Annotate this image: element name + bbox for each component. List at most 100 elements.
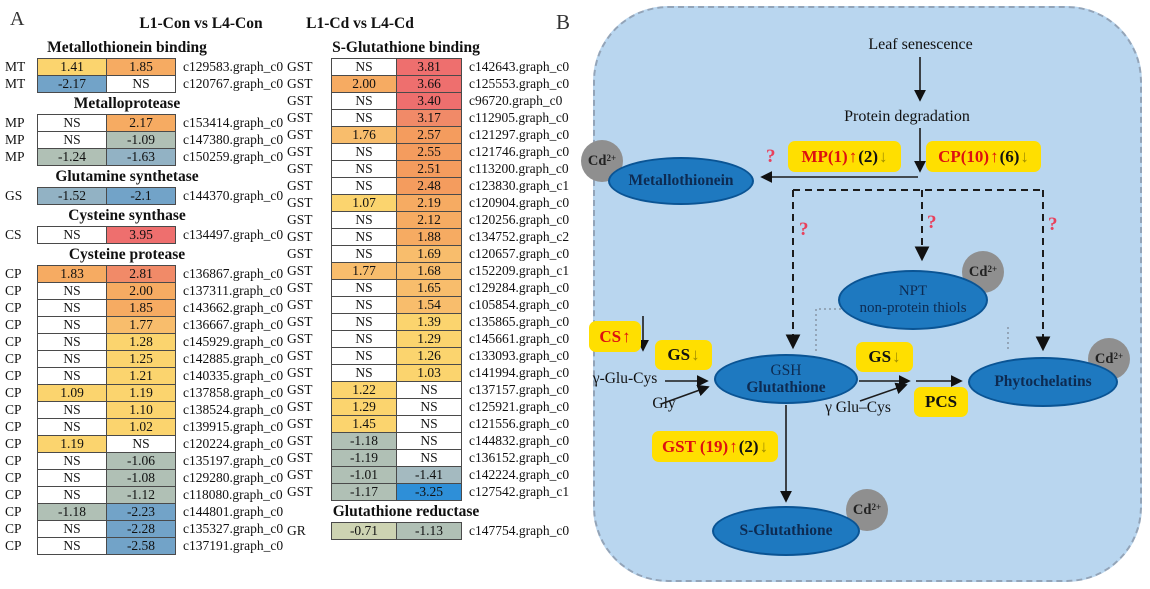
table-row: CP NS 1.85 c143662.graph_c0 (3, 299, 287, 317)
heat-cell-con: NS (331, 143, 397, 161)
table-row: CP NS 2.00 c137311.graph_c0 (3, 282, 287, 300)
heat-cell-con: NS (331, 347, 397, 365)
table-row: GST NS 1.03 c141994.graph_c0 (285, 364, 589, 382)
node-s-glutathione: S-Glutathione (712, 506, 860, 556)
heat-cell-con: NS (37, 131, 107, 149)
heat-cell-con: NS (37, 316, 107, 334)
heat-cell-con: NS (37, 226, 107, 244)
gene-id: c121297.graph_c0 (469, 127, 570, 142)
heat-cell-con: NS (331, 279, 397, 297)
heat-cell-con: -1.52 (37, 187, 107, 205)
table-row: GST NS 3.81 c142643.graph_c0 (285, 58, 589, 76)
comparison-header-con: L1-Con vs L4-Con (139, 15, 263, 32)
gene-family-label: GST (287, 348, 313, 363)
enzyme-box-part: ↓ (879, 146, 888, 166)
gene-id: c138524.graph_c0 (183, 402, 284, 417)
heat-cell-con: -1.17 (331, 483, 397, 501)
table-row: CP NS 1.02 c139915.graph_c0 (3, 418, 287, 436)
heat-cell-cd: -3.25 (396, 483, 462, 501)
gene-id: c139915.graph_c0 (183, 419, 284, 434)
heat-cell-cd: NS (396, 449, 462, 467)
heat-cell-cd: 1.85 (106, 299, 176, 317)
gene-id: c113200.graph_c0 (469, 161, 569, 176)
table-row: CP NS 1.77 c136667.graph_c0 (3, 316, 287, 334)
heat-cell-con: 1.77 (331, 262, 397, 280)
enzyme-box-part: GS (868, 347, 892, 366)
gene-id: c142643.graph_c0 (469, 59, 570, 74)
heat-cell-cd: 2.19 (396, 194, 462, 212)
gene-id: c118080.graph_c0 (183, 487, 283, 502)
table-row: CP -1.18 -2.23 c144801.graph_c0 (3, 503, 287, 521)
heatmap-left-column: Metallothionein binding MT 1.41 1.85 c129583… (3, 37, 287, 555)
table-row: GST 1.07 2.19 c120904.graph_c0 (285, 194, 589, 212)
heat-cell-con: NS (37, 299, 107, 317)
heat-cell-con: NS (331, 313, 397, 331)
heat-cell-con: -1.19 (331, 449, 397, 467)
heat-cell-cd: -1.41 (396, 466, 462, 484)
gene-family-label: CP (5, 453, 22, 468)
heat-cell-cd: 1.26 (396, 347, 462, 365)
gene-family-label: CP (5, 436, 22, 451)
gene-id: c129583.graph_c0 (183, 59, 284, 74)
gene-family-label: GST (287, 484, 313, 499)
heat-cell-con: NS (37, 520, 107, 538)
heat-cell-cd: -2.28 (106, 520, 176, 538)
heatmap-section: Metalloprotease MP NS 2.17 c153414.graph_c0 M… (3, 95, 287, 166)
enzyme-box-part: ↑ (622, 326, 631, 346)
heat-cell-con: NS (37, 367, 107, 385)
heat-cell-con: NS (37, 452, 107, 470)
table-row: MP NS 2.17 c153414.graph_c0 (3, 114, 287, 132)
gene-family-label: GST (287, 297, 313, 312)
enzyme-box-part: ↑ (848, 146, 858, 166)
question-mark: ? (799, 219, 809, 240)
gene-id: c134497.graph_c0 (183, 227, 284, 242)
heat-cell-con: 1.22 (331, 381, 397, 399)
gene-id: c147380.graph_c0 (183, 132, 284, 147)
heat-cell-con: -1.18 (37, 503, 107, 521)
table-row: GST -1.18 NS c144832.graph_c0 (285, 432, 589, 450)
gene-id: c145661.graph_c0 (469, 331, 570, 346)
heat-cell-con: NS (331, 245, 397, 263)
gene-family-label: CP (5, 317, 22, 332)
heat-cell-con: 1.07 (331, 194, 397, 212)
enzyme-box-cs: CS ↑ (589, 321, 641, 352)
gene-id: c133093.graph_c0 (469, 348, 570, 363)
gene-family-label: CS (5, 227, 22, 242)
heat-cell-con: NS (331, 364, 397, 382)
heat-cell-cd: 1.85 (106, 58, 176, 76)
table-row: GST NS 1.26 c133093.graph_c0 (285, 347, 589, 365)
section-title: S-Glutathione binding (332, 39, 480, 56)
panel-a-label: A (10, 8, 25, 30)
heat-cell-con: NS (331, 160, 397, 178)
table-row: CP NS -1.08 c129280.graph_c0 (3, 469, 287, 487)
gene-family-label: CP (5, 334, 22, 349)
table-row: GST NS 3.40 c96720.graph_c0 (285, 92, 589, 110)
heatmap-section: Cysteine synthase CS NS 3.95 c134497.graph_c… (3, 207, 287, 244)
heat-cell-cd: -1.13 (396, 522, 462, 540)
gene-family-label: GS (5, 188, 23, 203)
gene-family-label: CP (5, 351, 22, 366)
table-row: GST NS 2.51 c113200.graph_c0 (285, 160, 589, 178)
table-row: GST -1.19 NS c136152.graph_c0 (285, 449, 589, 467)
heat-cell-con: NS (37, 418, 107, 436)
heatmap-section: Glutathione reductase GR -0.71 -1.13 c147754… (285, 503, 589, 540)
gene-family-label: MP (5, 115, 25, 130)
gene-family-label: GST (287, 467, 313, 482)
gene-id: c152209.graph_c1 (469, 263, 570, 278)
heat-cell-con: 1.19 (37, 435, 107, 453)
table-row: CP NS 1.28 c145929.graph_c0 (3, 333, 287, 351)
node-metallothionein: Metallothionein (608, 157, 754, 205)
table-row: GST NS 2.12 c120256.graph_c0 (285, 211, 589, 229)
heat-cell-cd: 1.21 (106, 367, 176, 385)
heat-cell-cd: 1.03 (396, 364, 462, 382)
gene-id: c144832.graph_c0 (469, 433, 570, 448)
table-row: CP 1.09 1.19 c137858.graph_c0 (3, 384, 287, 402)
heat-cell-cd: NS (396, 415, 462, 433)
gene-family-label: MT (5, 59, 26, 74)
table-row: CP 1.19 NS c120224.graph_c0 (3, 435, 287, 453)
gene-id: c125553.graph_c0 (469, 76, 570, 91)
heat-cell-con: 1.45 (331, 415, 397, 433)
heat-cell-con: NS (37, 401, 107, 419)
gene-family-label: GST (287, 280, 313, 295)
gene-id: c105854.graph_c0 (469, 297, 570, 312)
